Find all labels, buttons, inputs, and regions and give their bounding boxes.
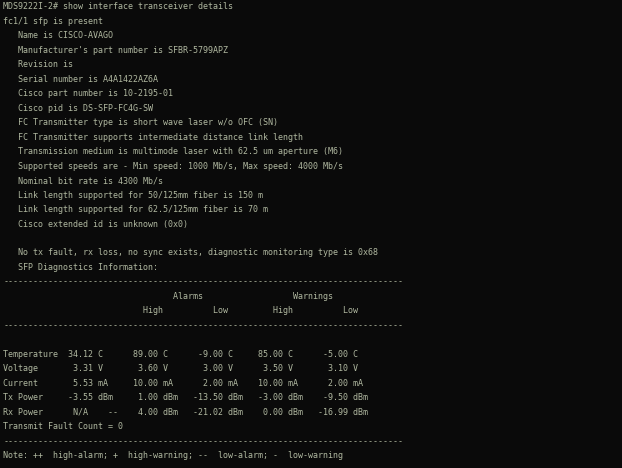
Text: Voltage       3.31 V       3.60 V       3.00 V      3.50 V       3.10 V: Voltage 3.31 V 3.60 V 3.00 V 3.50 V 3.10… bbox=[3, 364, 358, 373]
Text: Supported speeds are - Min speed: 1000 Mb/s, Max speed: 4000 Mb/s: Supported speeds are - Min speed: 1000 M… bbox=[3, 161, 343, 171]
Text: Nominal bit rate is 4300 Mb/s: Nominal bit rate is 4300 Mb/s bbox=[3, 176, 163, 185]
Text: Cisco pid is DS-SFP-FC4G-SW: Cisco pid is DS-SFP-FC4G-SW bbox=[3, 104, 153, 113]
Text: Alarms                  Warnings: Alarms Warnings bbox=[3, 292, 333, 301]
Text: Temperature  34.12 C      89.00 C      -9.00 C     85.00 C      -5.00 C: Temperature 34.12 C 89.00 C -9.00 C 85.0… bbox=[3, 350, 358, 359]
Text: Transmit Fault Count = 0: Transmit Fault Count = 0 bbox=[3, 422, 123, 431]
Text: Manufacturer's part number is SFBR-5799APZ: Manufacturer's part number is SFBR-5799A… bbox=[3, 46, 228, 55]
Text: --------------------------------------------------------------------------------: ----------------------------------------… bbox=[3, 321, 403, 330]
Text: High          Low         High          Low: High Low High Low bbox=[3, 307, 358, 315]
Text: Tx Power     -3.55 dBm     1.00 dBm   -13.50 dBm   -3.00 dBm    -9.50 dBm: Tx Power -3.55 dBm 1.00 dBm -13.50 dBm -… bbox=[3, 393, 368, 402]
Text: --------------------------------------------------------------------------------: ----------------------------------------… bbox=[3, 278, 403, 286]
Text: Note: ++  high-alarm; +  high-warning; --  low-alarm; -  low-warning: Note: ++ high-alarm; + high-warning; -- … bbox=[3, 451, 343, 460]
Text: Cisco extended id is unknown (0x0): Cisco extended id is unknown (0x0) bbox=[3, 219, 188, 228]
Text: Cisco part number is 10-2195-01: Cisco part number is 10-2195-01 bbox=[3, 89, 173, 98]
Text: --------------------------------------------------------------------------------: ----------------------------------------… bbox=[3, 437, 403, 446]
Text: Transmission medium is multimode laser with 62.5 um aperture (M6): Transmission medium is multimode laser w… bbox=[3, 147, 343, 156]
Text: Revision is: Revision is bbox=[3, 60, 73, 69]
Text: Link length supported for 62.5/125mm fiber is 70 m: Link length supported for 62.5/125mm fib… bbox=[3, 205, 268, 214]
Text: Current       5.53 mA     10.00 mA      2.00 mA    10.00 mA      2.00 mA: Current 5.53 mA 10.00 mA 2.00 mA 10.00 m… bbox=[3, 379, 363, 388]
Text: Serial number is A4A1422AZ6A: Serial number is A4A1422AZ6A bbox=[3, 75, 158, 84]
Text: SFP Diagnostics Information:: SFP Diagnostics Information: bbox=[3, 263, 158, 272]
Text: FC Transmitter type is short wave laser w/o OFC (SN): FC Transmitter type is short wave laser … bbox=[3, 118, 278, 127]
Text: Name is CISCO-AVAGO: Name is CISCO-AVAGO bbox=[3, 31, 113, 40]
Text: Link length supported for 50/125mm fiber is 150 m: Link length supported for 50/125mm fiber… bbox=[3, 190, 263, 199]
Text: No tx fault, rx loss, no sync exists, diagnostic monitoring type is 0x68: No tx fault, rx loss, no sync exists, di… bbox=[3, 249, 378, 257]
Text: FC Transmitter supports intermediate distance link length: FC Transmitter supports intermediate dis… bbox=[3, 132, 303, 142]
Text: MDS9222I-2# show interface transceiver details: MDS9222I-2# show interface transceiver d… bbox=[3, 2, 233, 11]
Text: Rx Power      N/A    --    4.00 dBm   -21.02 dBm    0.00 dBm   -16.99 dBm: Rx Power N/A -- 4.00 dBm -21.02 dBm 0.00… bbox=[3, 408, 368, 417]
Text: fc1/1 sfp is present: fc1/1 sfp is present bbox=[3, 17, 103, 26]
